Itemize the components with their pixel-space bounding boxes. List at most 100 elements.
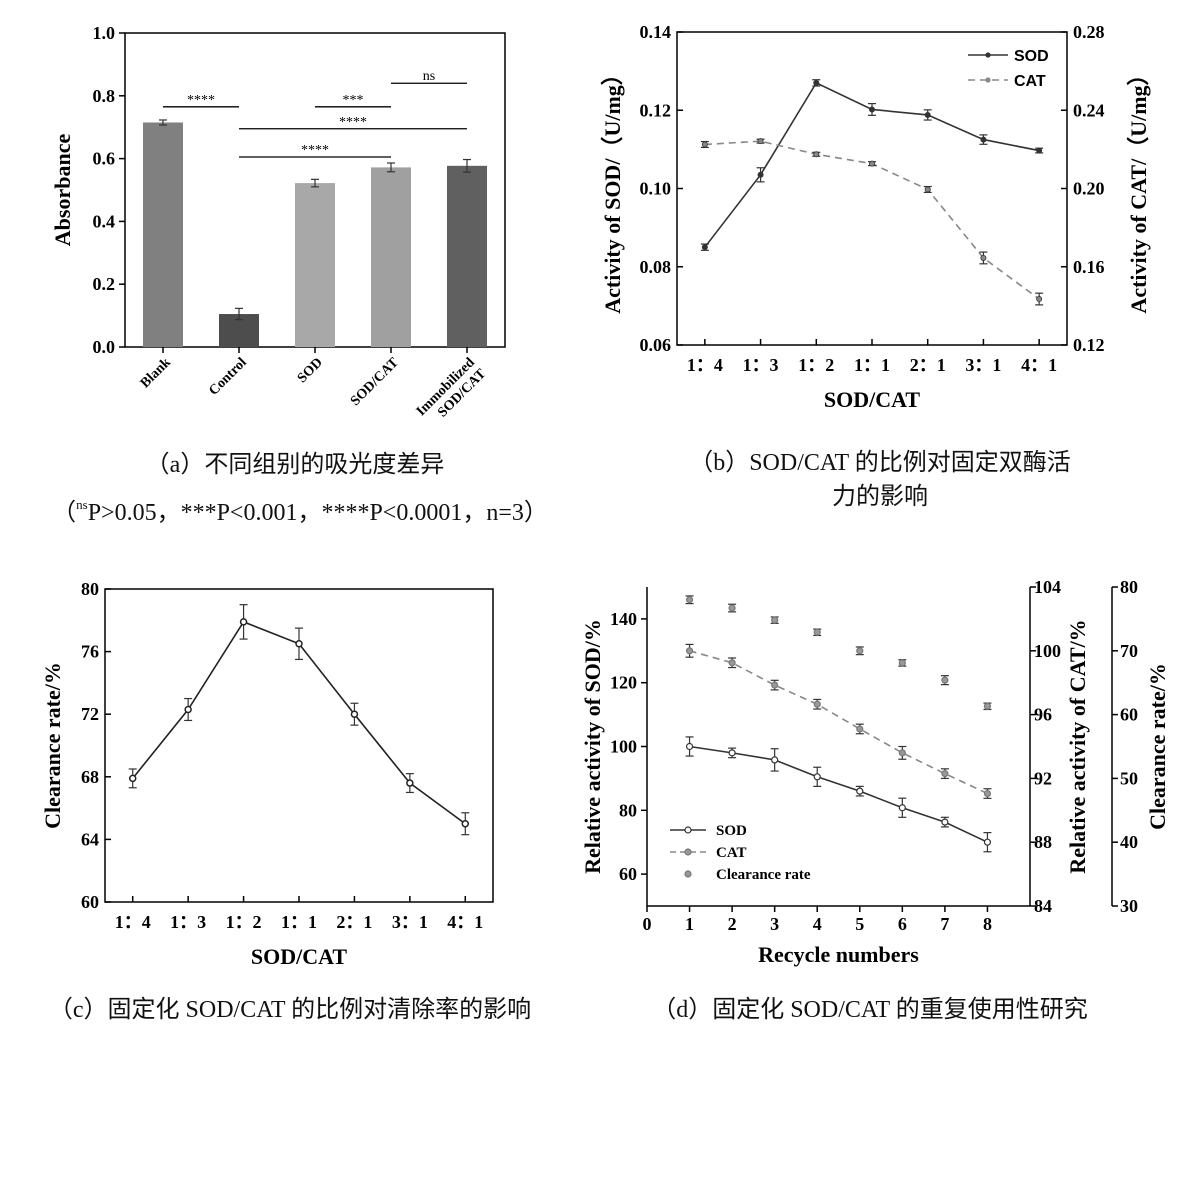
- d-y-right2-tick-label: 80: [1120, 577, 1138, 597]
- a-significance-label: ****: [339, 115, 367, 130]
- caption-a-line1: （a）不同组别的吸光度差异: [145, 452, 445, 478]
- d-x-tick-label: 7: [940, 914, 949, 934]
- d-legend-cat-label: CAT: [716, 845, 747, 861]
- caption-c-text: （c）固定化 SOD/CAT 的比例对清除率的影响: [48, 997, 532, 1023]
- b-series-cat-point: [757, 138, 764, 145]
- b-series-cat-point: [924, 186, 931, 193]
- c-series-point: [406, 779, 414, 787]
- d-series-sod-point: [983, 838, 992, 846]
- d-y-tick-label: 100: [610, 737, 637, 757]
- a-bar-immobilized-sod-cat: [447, 165, 487, 347]
- b-legend-sod-marker: [985, 52, 991, 58]
- d-y-tick-label: 60: [619, 864, 637, 884]
- a-y-tick-label: 0.6: [93, 149, 116, 169]
- a-x-tick-label-line: Control: [206, 355, 250, 399]
- c-x-tick-label: 1：1: [281, 912, 317, 932]
- c-x-tick-label: 2：1: [336, 912, 372, 932]
- b-y-tick-label: 0.14: [640, 22, 672, 42]
- caption-b-line1: （b）SOD/CAT 的比例对固定双酶活: [689, 450, 1071, 476]
- b-series-cat-point: [980, 254, 987, 261]
- d-x-tick-label: 2: [728, 914, 737, 934]
- c-y-tick-label: 64: [81, 829, 99, 849]
- caption-d-text: （d）固定化 SOD/CAT 的重复使用性研究: [652, 997, 1088, 1023]
- d-series-cat-point: [685, 647, 694, 655]
- b-y-tick-label: 0.10: [640, 179, 672, 199]
- b-legend-sod-label: SOD: [1014, 48, 1049, 65]
- c-y-tick-label: 80: [81, 579, 99, 599]
- a-y-axis-label: Absorbance: [50, 134, 75, 247]
- b-y-right-tick-label: 0.24: [1073, 100, 1105, 120]
- d-y-right2-tick-label: 40: [1120, 832, 1138, 852]
- c-x-tick-label: 4：1: [447, 912, 483, 932]
- c-y-axis-label: Clearance rate/%: [40, 662, 65, 829]
- d-series-clearance-rate-point: [813, 628, 821, 636]
- d-series-sod-point: [941, 818, 949, 826]
- caption-b: （b）SOD/CAT 的比例对固定双酶活 力的影响: [640, 446, 1120, 514]
- d-y-right2-tick-label: 30: [1120, 896, 1138, 916]
- d-y-right-tick-label: 92: [1034, 768, 1052, 788]
- b-series-cat-point: [813, 151, 820, 158]
- d-series-sod-point: [771, 756, 779, 764]
- d-series-cat-point: [813, 700, 821, 708]
- b-y-tick-label: 0.06: [640, 335, 672, 355]
- b-x-tick-label: 1：4: [687, 355, 723, 375]
- d-series-clearance-rate-point: [983, 702, 992, 710]
- c-series-point: [295, 640, 303, 648]
- d-y-right2-tick-label: 60: [1120, 705, 1138, 725]
- a-bar-sod-cat: [371, 167, 411, 347]
- b-series-sod-point: [869, 106, 876, 113]
- d-series-clearance-rate-point: [771, 616, 779, 624]
- c-y-tick-label: 60: [81, 892, 99, 912]
- b-y-right-tick-label: 0.12: [1073, 335, 1105, 355]
- b-legend-cat-marker: [985, 77, 991, 83]
- b-x-tick-label: 1：3: [743, 355, 779, 375]
- a-significance-label: ****: [301, 143, 329, 158]
- d-x-tick-label: 8: [983, 914, 992, 934]
- b-x-tick-label: 1：2: [798, 355, 834, 375]
- d-series-clearance-rate-point: [941, 676, 949, 684]
- d-series-cat-point: [728, 659, 736, 667]
- b-x-tick-label: 3：1: [965, 355, 1001, 375]
- a-x-tick-label: ImmobilizedSOD/CAT: [414, 355, 490, 431]
- c-series-point: [350, 710, 359, 718]
- d-series-sod-point: [728, 749, 736, 757]
- a-significance-label: ns: [423, 69, 435, 84]
- a-x-tick-label: SOD: [295, 355, 326, 386]
- c-y-tick-label: 76: [81, 642, 99, 662]
- d-x-tick-label: 5: [855, 914, 864, 934]
- c-series-point: [461, 820, 470, 828]
- d-series-sod-line: [689, 745, 988, 843]
- c-y-tick-label: 68: [81, 767, 99, 787]
- d-series-sod-point: [685, 742, 694, 751]
- d-x-tick-label: 6: [898, 914, 907, 934]
- a-x-tick-label: Blank: [138, 355, 174, 391]
- d-series-clearance-rate-point: [728, 604, 736, 612]
- b-series-cat-point: [701, 141, 708, 148]
- b-y-axis-label: Activity of SOD/（U/mg）: [600, 63, 625, 314]
- a-y-tick-label: 0.2: [93, 274, 116, 294]
- a-x-tick-label-line: SOD: [295, 355, 326, 386]
- d-y-axis-label: Relative activity of SOD/%: [580, 619, 605, 874]
- d-y-tick-label: 80: [619, 800, 637, 820]
- d-y-right-axis-label: Relative activity of CAT/%: [1065, 619, 1090, 873]
- d-legend-sod-marker: [684, 826, 692, 834]
- c-series-point: [239, 618, 248, 626]
- d-series-cat-point: [898, 749, 906, 757]
- d-x-tick-label: 0: [643, 914, 652, 934]
- d-series-cat-point: [941, 770, 949, 778]
- b-y-right-tick-label: 0.16: [1073, 257, 1105, 277]
- c-series-point: [184, 705, 192, 714]
- b-x-axis-label: SOD/CAT: [824, 387, 920, 412]
- b-series-sod-point: [701, 244, 708, 251]
- d-legend-clearance-rate-marker: [684, 870, 692, 878]
- b-y-right-tick-label: 0.28: [1073, 22, 1105, 42]
- c-series-point: [128, 774, 137, 783]
- b-series-cat-point: [869, 160, 876, 167]
- d-y-tick-label: 140: [610, 609, 637, 629]
- d-y-right-tick-label: 104: [1034, 577, 1061, 597]
- d-series-sod-point: [898, 804, 906, 812]
- caption-a-pvalues: P>0.05，***P<0.001，****P<0.0001，n=3）: [87, 500, 548, 526]
- a-y-tick-label: 0.0: [93, 337, 116, 357]
- d-y-right2-axis-label: Clearance rate/%: [1145, 663, 1170, 830]
